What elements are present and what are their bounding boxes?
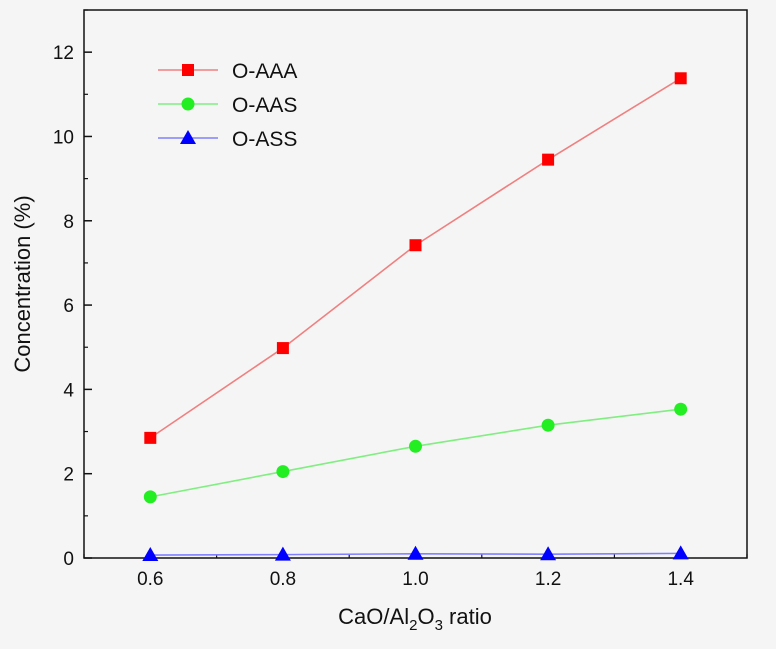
legend-label-o-ass: O-ASS xyxy=(232,128,297,151)
x-tick-label: 1.4 xyxy=(667,569,694,590)
data-point-o-ass xyxy=(142,547,159,562)
x-tick-label: 0.6 xyxy=(137,569,163,590)
series-lines xyxy=(149,77,682,556)
y-tick-label: 6 xyxy=(63,296,74,317)
data-point-o-aaa xyxy=(674,72,687,85)
series-line-o-aas xyxy=(150,408,681,498)
plot-frame xyxy=(83,9,748,559)
x-tick-label: 0.8 xyxy=(270,569,296,590)
data-point-o-aaa xyxy=(276,342,289,355)
data-point-o-aaa xyxy=(144,431,157,444)
data-point-o-ass xyxy=(672,545,689,560)
y-tick-label: 4 xyxy=(63,380,74,401)
x-axis-title: CaO/Al2O3 ratio xyxy=(338,604,492,634)
legend-marker-o-aaa xyxy=(182,64,194,76)
data-point-o-aaa xyxy=(542,153,555,166)
legend: O-AAA O-AAS O-ASS xyxy=(158,60,297,151)
data-point-o-aas xyxy=(409,439,422,453)
data-point-o-aas xyxy=(541,418,555,432)
y-tick-label: 0 xyxy=(63,549,74,570)
y-tick-label: 2 xyxy=(63,465,74,486)
data-point-o-ass xyxy=(407,545,424,560)
y-tick-label: 12 xyxy=(53,43,74,64)
legend-marker-o-ass xyxy=(180,130,196,144)
legend-marker-o-aas xyxy=(181,97,195,111)
data-point-o-ass xyxy=(274,546,291,561)
data-point-o-aas xyxy=(674,402,688,416)
x-tick-label: 1.0 xyxy=(402,569,428,590)
data-point-o-ass xyxy=(540,546,557,561)
legend-label-o-aas: O-AAS xyxy=(232,94,297,117)
y-tick-label: 10 xyxy=(53,127,74,148)
data-point-o-aas xyxy=(143,490,157,504)
y-axis-title: Concentration (%) xyxy=(10,195,35,372)
axis-ticks: 0 2 4 6 8 10 12 0.6 0.8 1.0 1.2 1.4 xyxy=(53,9,748,590)
legend-label-o-aaa: O-AAA xyxy=(232,60,297,83)
data-point-o-aas xyxy=(276,465,290,479)
y-tick-label: 8 xyxy=(63,212,74,233)
series-markers xyxy=(142,72,689,562)
data-point-o-aaa xyxy=(409,239,422,252)
x-tick-label: 1.2 xyxy=(535,569,561,590)
series-line-o-aaa xyxy=(149,77,682,439)
